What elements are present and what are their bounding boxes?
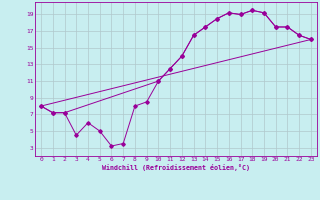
X-axis label: Windchill (Refroidissement éolien,°C): Windchill (Refroidissement éolien,°C) xyxy=(102,164,250,171)
